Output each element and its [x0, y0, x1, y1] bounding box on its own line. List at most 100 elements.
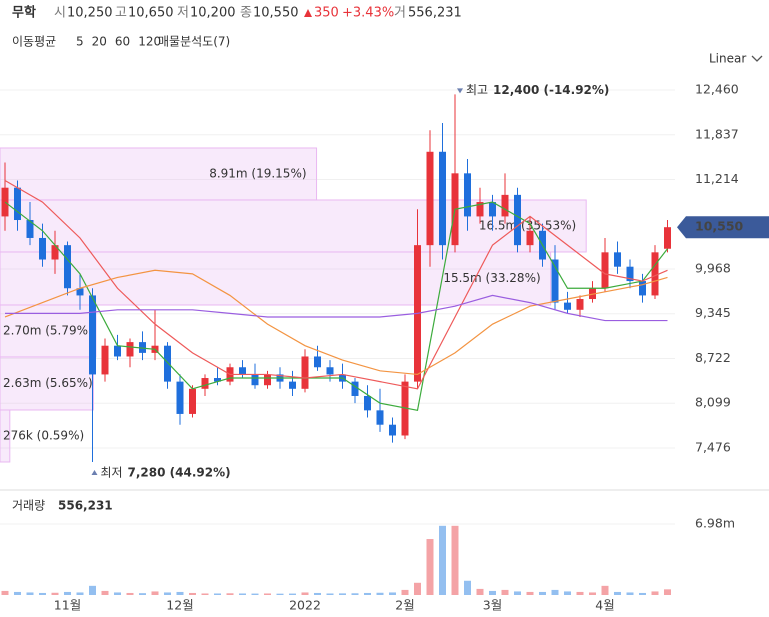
volume-tick-label: 6.98m: [695, 515, 735, 530]
x-tick-label: 11월: [54, 598, 81, 613]
volume-bar: [89, 585, 96, 595]
current-price-label: 10,550: [695, 219, 744, 234]
volume-bar: [614, 591, 621, 595]
y-tick-label: 8,099: [695, 395, 731, 410]
volume-title: 거래량: [12, 499, 45, 513]
y-tick-label: 11,837: [695, 126, 739, 141]
volume-bar: [351, 593, 359, 595]
candle-body: [64, 245, 71, 289]
x-tick-label: 12월: [166, 598, 193, 613]
moving-average-line: [5, 294, 668, 322]
candle-body: [626, 266, 634, 282]
candle-body: [389, 424, 396, 436]
high-marker-label: 12,400 (-14.92%): [493, 83, 609, 97]
ma-title[interactable]: 이동평균: [12, 35, 56, 49]
candle-body: [214, 378, 221, 382]
candle-body: [501, 194, 509, 217]
candle-body: [264, 374, 271, 386]
volume-bar: [339, 593, 346, 595]
up-icon: [304, 9, 312, 17]
candle-body: [476, 202, 484, 217]
high-marker-prefix: 최고: [466, 83, 488, 97]
low-marker-label: 7,280 (44.92%): [128, 466, 231, 480]
close-label: 종: [240, 6, 252, 21]
volume-bar: [514, 591, 521, 595]
close-value: 10,550: [253, 6, 299, 21]
y-tick-label: 9,968: [695, 260, 731, 275]
volume-bar: [151, 591, 159, 595]
volume-bar: [226, 593, 234, 595]
volume-bar: [439, 525, 446, 595]
candle-body: [126, 342, 134, 357]
candle-body: [39, 237, 46, 260]
candle-body: [14, 187, 21, 221]
candle-body: [376, 410, 384, 425]
volume-latest: 556,231: [58, 499, 113, 513]
candle-body: [326, 367, 334, 375]
candle-body: [351, 381, 359, 396]
volume-bar: [501, 589, 509, 595]
scale-button[interactable]: Linear: [709, 52, 746, 66]
candle-body: [289, 381, 296, 389]
high-label: 고: [115, 6, 127, 21]
open-label: 시: [54, 6, 66, 21]
low-marker-prefix: 최저: [101, 466, 123, 480]
volume-bar: [276, 593, 284, 595]
volume-bar: [639, 592, 646, 595]
stock-name: 무학: [12, 5, 36, 21]
x-tick-label: 2022: [289, 598, 321, 613]
volume-bar: [251, 593, 259, 595]
high-value: 10,650: [128, 6, 174, 21]
candle-body: [614, 252, 621, 267]
candle-body: [601, 252, 609, 289]
y-tick-label: 9,345: [695, 305, 731, 320]
y-tick-label: 7,476: [695, 439, 731, 454]
volume-bar: [364, 592, 371, 595]
ma-legend: 60: [115, 35, 130, 49]
volume-bar: [664, 589, 671, 595]
volume-bar: [239, 593, 246, 595]
x-tick-label: 2월: [395, 598, 414, 613]
volume-bar: [101, 590, 109, 595]
volume-bar: [64, 591, 71, 595]
volume-profile-label: 276k (0.59%): [3, 428, 84, 442]
volume-profile-bar: [0, 356, 94, 411]
volume-bar: [564, 591, 571, 595]
volume-bar: [626, 592, 634, 595]
volume-profile-label: 8.91m (19.15%): [209, 166, 306, 180]
open-value: 10,250: [67, 6, 113, 21]
volume-bar: [451, 525, 459, 595]
volume-bar: [651, 591, 659, 595]
candle-body: [526, 230, 534, 246]
y-tick-label: 11,214: [695, 171, 739, 186]
profile-title[interactable]: 매물분석도(7): [158, 35, 230, 49]
volume-profile-label: 2.63m (5.65%): [3, 376, 93, 390]
candle-body: [251, 374, 259, 386]
candle-body: [189, 388, 196, 414]
volume-bar: [189, 592, 196, 595]
volume-profile-bar: [0, 199, 587, 253]
candle-body: [239, 367, 246, 375]
volume-label: 거: [394, 6, 406, 21]
low-value: 10,200: [190, 6, 236, 21]
candle-body: [176, 381, 184, 414]
candle-body: [439, 151, 446, 246]
volume-bar: [301, 592, 309, 595]
candle-body: [114, 345, 121, 357]
volume-bar: [414, 582, 421, 595]
candle-body: [639, 281, 646, 296]
low-marker-icon: [91, 470, 98, 476]
y-tick-label: 8,722: [695, 350, 731, 365]
volume-bar: [601, 585, 609, 595]
scale-chevron[interactable]: [751, 55, 763, 62]
volume-bar: [576, 591, 584, 595]
volume-bar: [326, 593, 334, 595]
volume-profile-label: 16.5m (35.53%): [479, 218, 576, 232]
high-marker-icon: [457, 88, 463, 94]
volume-bar: [526, 591, 534, 595]
candle-body: [164, 345, 171, 382]
volume-bar: [114, 592, 121, 595]
volume-bar: [389, 592, 396, 595]
candle-body: [364, 395, 371, 411]
